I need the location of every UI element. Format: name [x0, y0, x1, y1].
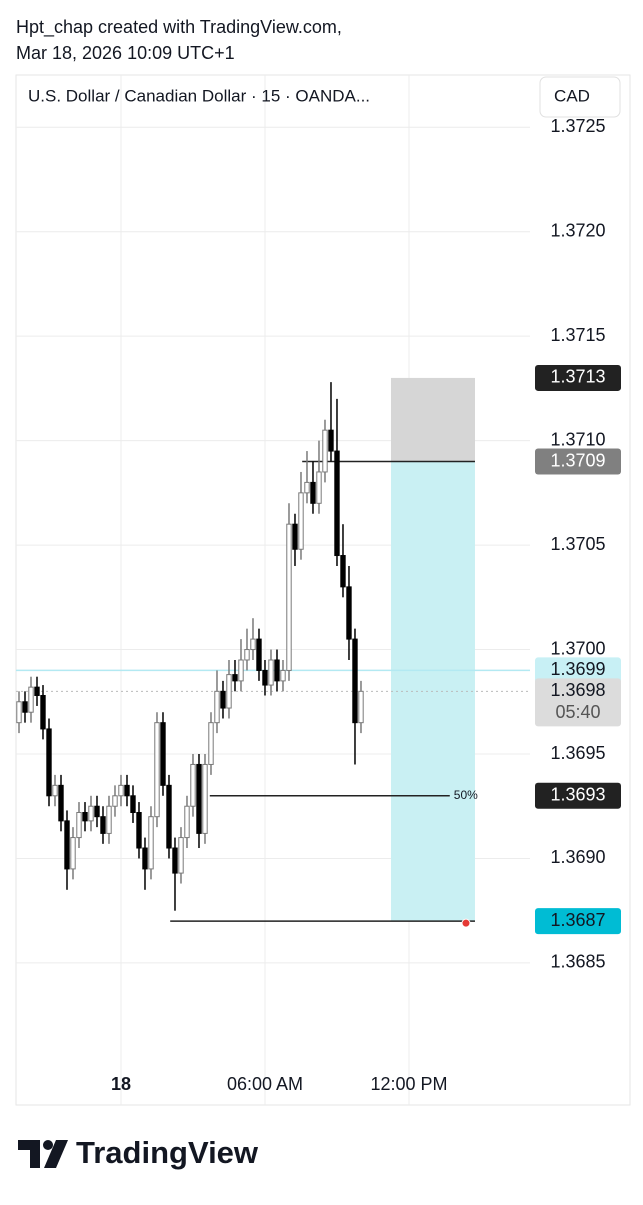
candle-body [298, 492, 304, 550]
level-price-label-bg [535, 782, 621, 809]
chart-frame [15, 74, 631, 1106]
candle-body [160, 722, 166, 786]
candle-body [238, 659, 244, 682]
y-tick-label: 1.3695 [550, 743, 605, 763]
currency-label: CAD [554, 86, 590, 105]
candle-body [166, 784, 172, 849]
candle-body [178, 837, 184, 874]
candle-body [292, 523, 298, 550]
logo-icon [18, 1140, 68, 1168]
y-tick-label: 1.3715 [550, 325, 605, 345]
stop-price-label-bg [535, 364, 621, 391]
y-tick-label: 1.3690 [550, 847, 605, 867]
candle-body [16, 701, 22, 724]
candle-body [172, 847, 178, 874]
candle-body [274, 659, 280, 682]
candle-body [52, 784, 58, 797]
countdown: 05:40 [555, 702, 600, 722]
candle-body [64, 820, 70, 870]
entry-price-label: 1.3709 [550, 450, 605, 470]
logo-dot [43, 1140, 53, 1150]
candle-body [244, 649, 250, 661]
candle-body [58, 784, 64, 822]
candle-body [130, 795, 136, 814]
candle-body [142, 847, 148, 870]
candle-body [328, 429, 334, 452]
candle-body [334, 450, 340, 557]
stop-zone [390, 377, 475, 462]
candle-body [184, 805, 190, 839]
candle-body [88, 805, 94, 822]
entry-price-label-bg [535, 448, 621, 475]
candle-body [352, 638, 358, 724]
candle-body [316, 471, 322, 504]
candle-body [118, 784, 124, 797]
y-tick-label: 1.3685 [550, 952, 605, 972]
candle-body [322, 429, 328, 473]
candle-body [220, 690, 226, 709]
target-price-label: 1.3687 [550, 910, 605, 930]
candle-body [256, 638, 262, 671]
y-tick-label: 1.3705 [550, 534, 605, 554]
x-tick-label: 18 [111, 1074, 131, 1094]
candle-body [250, 638, 256, 651]
logo-shape [44, 1140, 68, 1168]
candle-body [190, 763, 196, 807]
candle-body [70, 837, 76, 870]
candle-body [82, 812, 88, 822]
candle-body [148, 816, 154, 870]
candle-body [232, 674, 238, 682]
candle-body [286, 523, 292, 671]
candle-body [34, 686, 40, 697]
y-tick-label: 1.3720 [550, 220, 605, 240]
last-price-label-bg [535, 678, 621, 727]
x-tick-label: 06:00 AM [227, 1074, 303, 1094]
stop-price-label: 1.3713 [550, 367, 605, 387]
candle-body [46, 728, 52, 797]
candle-body [112, 795, 118, 807]
candle-body [124, 784, 130, 797]
candle-body [280, 669, 286, 682]
candle-body [208, 722, 214, 765]
candle-body [214, 690, 220, 724]
x-tick-label: 12:00 PM [370, 1074, 447, 1094]
header-author: Hpt_chap created with TradingView.com, [16, 17, 342, 38]
y-tick-label: 1.3700 [550, 638, 605, 658]
y-tick-label: 1.3710 [550, 429, 605, 449]
candle-body [106, 805, 112, 834]
candle-body [40, 695, 46, 730]
candle-body [340, 555, 346, 588]
alert-price-label-bg [535, 657, 621, 684]
candle-body [262, 669, 268, 686]
alert-price-label: 1.3699 [550, 659, 605, 679]
candle-body [202, 763, 208, 834]
logo-text: TradingView [76, 1135, 259, 1170]
candle-body [154, 722, 160, 818]
header-date: Mar 18, 2026 10:09 UTC+1 [16, 43, 235, 63]
candle-body [346, 586, 352, 640]
last-price-label: 1.3698 [550, 680, 605, 700]
candle-body [22, 701, 28, 713]
target-price-label-bg [535, 908, 621, 935]
candle-body [28, 686, 34, 713]
candle-body [136, 812, 142, 849]
currency-button[interactable] [539, 76, 621, 118]
candle-body [100, 816, 106, 834]
candle-body [94, 805, 100, 818]
target-icon [461, 918, 471, 928]
chart-title: U.S. Dollar / Canadian Dollar · 15 · OAN… [28, 86, 370, 105]
level-price-label: 1.3693 [550, 785, 605, 805]
plot: 18 06:00 AM 12:00 PM 1.3685 1.3690 1.3695 1.37… [16, 75, 606, 1105]
level-label: 50% [454, 788, 478, 802]
y-tick-label: 1.3725 [550, 116, 605, 136]
candle-body [76, 812, 82, 839]
candle-body [226, 674, 232, 709]
candle-body [358, 690, 364, 724]
candle-body [310, 481, 316, 504]
candle-body [196, 763, 202, 834]
candle-body [268, 659, 274, 686]
logo-shape [18, 1140, 40, 1168]
candle-body [304, 481, 310, 494]
